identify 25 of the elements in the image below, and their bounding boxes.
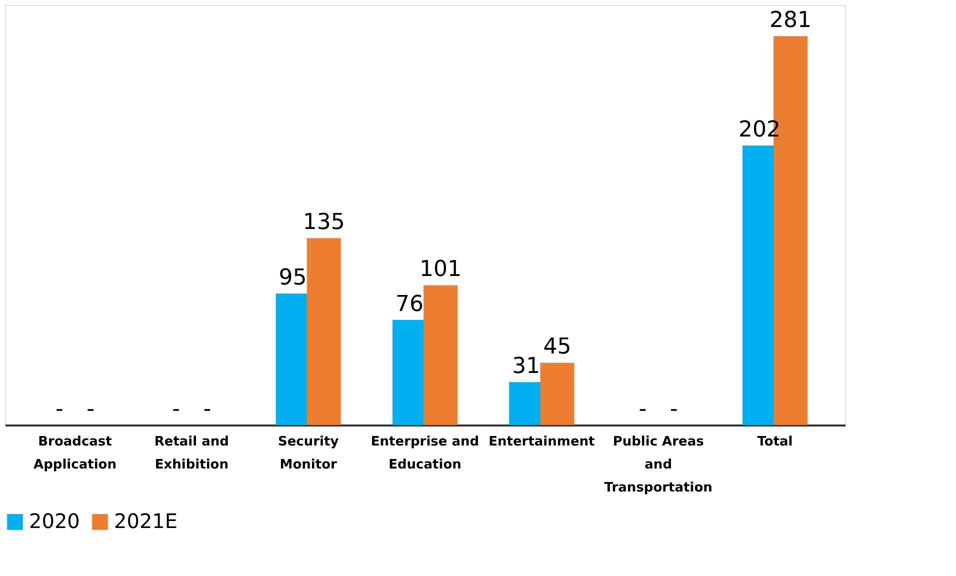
x-tick-label: Security Monitor <box>278 434 340 472</box>
data-label: 76 <box>395 292 424 317</box>
text: - <box>638 397 647 422</box>
bar <box>540 362 574 425</box>
x-tick-label: Enterprise and Education <box>370 434 480 472</box>
x-tick-label: Total <box>757 434 793 450</box>
bar <box>306 238 341 425</box>
data-label: 101 <box>420 257 462 282</box>
text: - <box>203 397 212 422</box>
data-label: 135 <box>302 210 345 236</box>
data-label: 31 <box>512 354 540 380</box>
x-tick-label: Retail and Exhibition <box>154 434 229 472</box>
legend-label: 2020 <box>29 509 80 533</box>
data-label: 281 <box>770 8 812 34</box>
text: - <box>55 397 64 422</box>
bar <box>424 285 458 425</box>
text: - <box>172 397 180 422</box>
text: - <box>86 397 95 422</box>
x-tick-label: Public Areas and Transportation <box>604 434 712 496</box>
legend-label: 2021E <box>114 509 178 533</box>
data-label: 95 <box>278 266 307 291</box>
text: - <box>670 397 678 422</box>
x-tick-label: Entertainment <box>488 434 595 450</box>
x-tick-label: Broadcast Application <box>34 434 116 472</box>
data-label: 45 <box>543 334 572 360</box>
